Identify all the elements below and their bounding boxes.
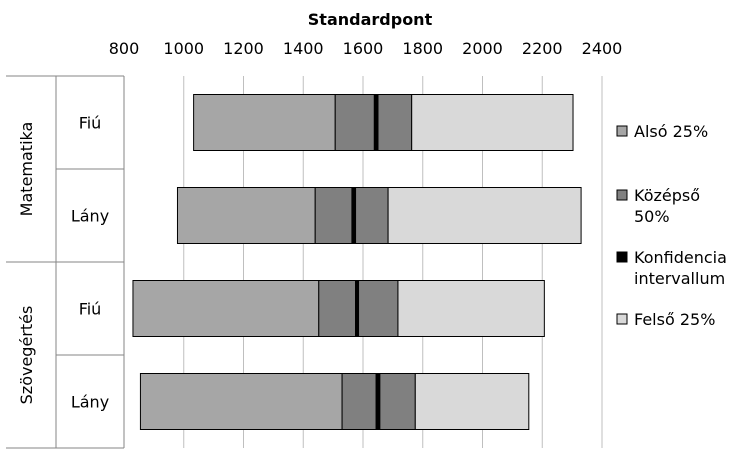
bar-segment-kozepso-50 [334,94,375,151]
legend: Alsó 25% Középső 50% Konfidencia intervallum… [616,122,727,329]
bars-layer [132,94,582,430]
bar-segment-kozepso-50 [377,94,413,151]
bar-segment-felso-25 [411,94,574,151]
legend-label: Konfidencia intervallum [634,248,727,288]
group-label: Szövegértés [17,306,36,405]
bar-segment-felso-25 [397,280,545,337]
bar-segment-felso-25 [414,373,530,430]
bar-segment-also-25 [176,187,316,244]
legend-label: Felső 25% [634,310,715,329]
legend-swatch [616,251,628,263]
legend-label: Alsó 25% [634,122,708,141]
bar-segment-also-25 [193,94,336,151]
legend-swatch [616,189,628,201]
bar-segment-konfidencia [351,187,357,244]
chart-frame [6,75,125,449]
legend-swatch [616,125,628,137]
x-tick-label: 2200 [522,39,563,58]
bar-segment-kozepso-50 [355,187,389,244]
labels-layer: 800 1000 1200 1400 1600 1800 2000 2200 2400 Matem… [17,39,622,412]
x-tick-label: 1200 [223,39,264,58]
legend-swatch [616,313,628,325]
bar-segment-kozepso-50 [318,280,357,337]
x-tick-label: 2400 [582,39,623,58]
x-axis-title: Standardpont [308,10,433,29]
x-tick-label: 800 [109,39,140,58]
x-tick-label: 1800 [402,39,443,58]
row-label: Lány [71,393,109,412]
row-label: Fiú [79,300,102,319]
bar-segment-konfidencia [375,373,381,430]
legend-label: Középső 50% [634,186,700,226]
x-tick-label: 1000 [163,39,204,58]
bar-segment-kozepso-50 [358,280,399,337]
bar-segment-also-25 [132,280,320,337]
group-label: Matematika [17,122,36,217]
x-tick-label: 1400 [283,39,324,58]
bar-segment-felso-25 [387,187,582,244]
bar-segment-konfidencia [373,94,379,151]
bar-segment-also-25 [139,373,343,430]
bar-segment-konfidencia [355,280,360,337]
bar-segment-kozepso-50 [379,373,416,430]
x-tick-label: 1600 [343,39,384,58]
row-label: Lány [71,207,109,226]
row-label: Fiú [79,114,102,133]
x-tick-label: 2000 [462,39,503,58]
bar-segment-kozepso-50 [314,187,353,244]
bar-segment-kozepso-50 [341,373,377,430]
